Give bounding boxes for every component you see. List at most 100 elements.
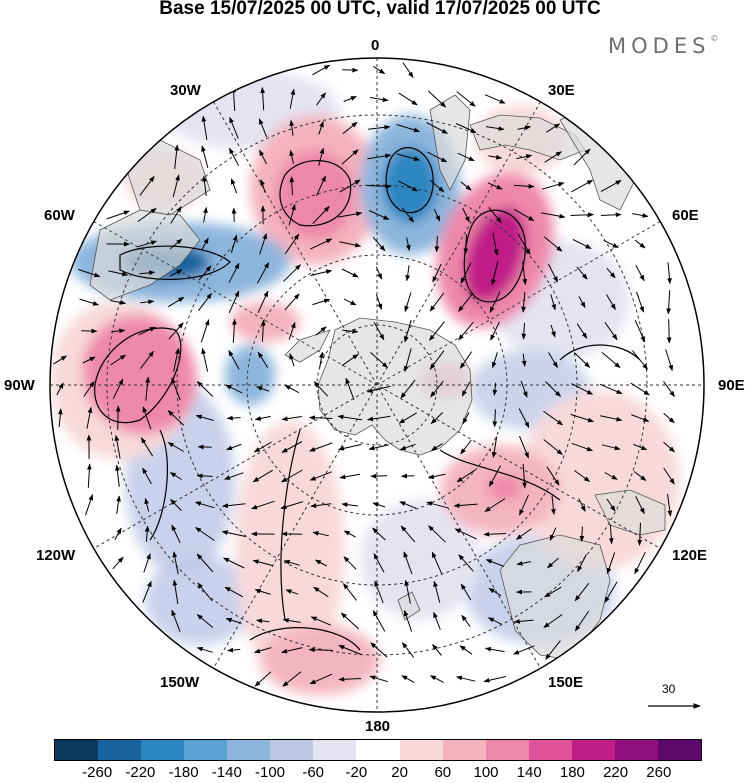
wind-vector bbox=[341, 149, 359, 165]
wind-vector bbox=[171, 524, 181, 544]
wind-vector bbox=[341, 353, 359, 367]
wind-vector bbox=[600, 179, 622, 193]
wind-vector bbox=[460, 262, 472, 284]
wind-vector bbox=[289, 176, 295, 196]
wind-vector bbox=[281, 647, 303, 654]
wind-vector bbox=[252, 559, 273, 567]
wind-vector bbox=[196, 553, 214, 573]
wind-vector bbox=[549, 527, 557, 541]
wind-vector bbox=[341, 268, 359, 278]
wind-vector bbox=[606, 498, 616, 512]
wind-vector bbox=[281, 441, 303, 453]
wind-vector bbox=[433, 611, 441, 630]
wind-vector bbox=[516, 154, 533, 160]
wind-vector bbox=[404, 579, 411, 604]
lon-label-180: 180 bbox=[365, 718, 391, 735]
wind-vector bbox=[401, 675, 415, 683]
wind-vector bbox=[462, 412, 470, 425]
colorbar-bin bbox=[356, 740, 400, 760]
lon-label-60e: 60E bbox=[672, 207, 699, 224]
wind-vector bbox=[399, 501, 417, 509]
wind-vector bbox=[522, 261, 528, 286]
wind-vector bbox=[432, 644, 442, 656]
wind-vector bbox=[517, 233, 531, 255]
wind-vector bbox=[545, 640, 561, 660]
wind-vector bbox=[491, 436, 498, 459]
wind-vector bbox=[663, 412, 675, 424]
wind-vector bbox=[85, 494, 94, 516]
wind-vector bbox=[400, 379, 416, 399]
wind-vector bbox=[431, 443, 443, 451]
wind-vector bbox=[227, 647, 241, 653]
wind-vector bbox=[288, 203, 296, 226]
wind-vector bbox=[491, 261, 499, 286]
colorbar-bin bbox=[270, 740, 314, 760]
wind-vector bbox=[574, 582, 590, 602]
colorbar-bin bbox=[485, 740, 529, 760]
wind-vector bbox=[202, 175, 207, 196]
wind-vector bbox=[82, 356, 96, 364]
colorbar-tick-label: 60 bbox=[434, 764, 452, 781]
wind-vector bbox=[368, 210, 390, 220]
wind-vector bbox=[168, 322, 184, 340]
wind-vector bbox=[487, 617, 502, 625]
wind-vector bbox=[343, 298, 357, 306]
wind-vector bbox=[369, 97, 389, 102]
wind-vector bbox=[600, 415, 623, 422]
wind-vector bbox=[372, 527, 386, 541]
wind-vector bbox=[254, 647, 272, 654]
wind-vector bbox=[484, 646, 505, 653]
wind-vector bbox=[289, 119, 295, 136]
wind-vector bbox=[142, 467, 152, 485]
wind-vector bbox=[167, 410, 185, 426]
colorbar-tick-label: 220 bbox=[603, 764, 629, 781]
wind-vector bbox=[398, 92, 418, 106]
colorbar-bin bbox=[528, 740, 572, 760]
colorbar-bin bbox=[227, 740, 271, 760]
colorbar-bin bbox=[657, 740, 701, 760]
wind-vector bbox=[491, 352, 498, 369]
wind-vector bbox=[541, 212, 566, 219]
wind-vector bbox=[174, 144, 180, 169]
wind-vector bbox=[83, 381, 95, 397]
wind-vector bbox=[401, 473, 415, 479]
wind-vector bbox=[570, 413, 594, 423]
wind-vector bbox=[550, 324, 556, 338]
wind-vector bbox=[492, 382, 498, 396]
wind-vector bbox=[429, 179, 445, 193]
wind-vector bbox=[571, 383, 594, 395]
wind-vector bbox=[53, 355, 68, 365]
wind-vector bbox=[396, 124, 420, 133]
wind-vector bbox=[402, 207, 414, 223]
wind-vector bbox=[223, 557, 245, 569]
wind-vector bbox=[86, 406, 93, 429]
wind-vector bbox=[513, 619, 534, 624]
wind-vector bbox=[78, 268, 101, 278]
wind-vector bbox=[458, 554, 474, 572]
wind-vector bbox=[116, 495, 121, 514]
wind-vector bbox=[171, 377, 181, 401]
wind-vector bbox=[228, 349, 240, 370]
wind-vector bbox=[342, 67, 359, 73]
wind-vector bbox=[251, 500, 275, 510]
wind-vector bbox=[340, 612, 360, 630]
wind-vector bbox=[314, 559, 327, 567]
wind-vector bbox=[460, 583, 472, 601]
colorbar-tick-label: 100 bbox=[473, 764, 499, 781]
wind-vector bbox=[372, 502, 386, 508]
wind-vector bbox=[201, 347, 209, 372]
wind-vector bbox=[224, 472, 244, 480]
wind-vector bbox=[428, 525, 446, 543]
wind-vector bbox=[309, 471, 332, 481]
wind-vector bbox=[200, 319, 210, 343]
colorbar bbox=[54, 739, 702, 761]
wind-vector bbox=[516, 560, 531, 566]
wind-vector bbox=[339, 473, 361, 480]
wind-vector bbox=[139, 175, 155, 196]
wind-vector bbox=[405, 237, 411, 252]
wind-vector bbox=[544, 151, 562, 163]
colorbar-bin bbox=[399, 740, 443, 760]
wind-vector bbox=[224, 586, 244, 598]
wind-vector bbox=[139, 270, 156, 276]
wind-vector bbox=[256, 618, 270, 624]
